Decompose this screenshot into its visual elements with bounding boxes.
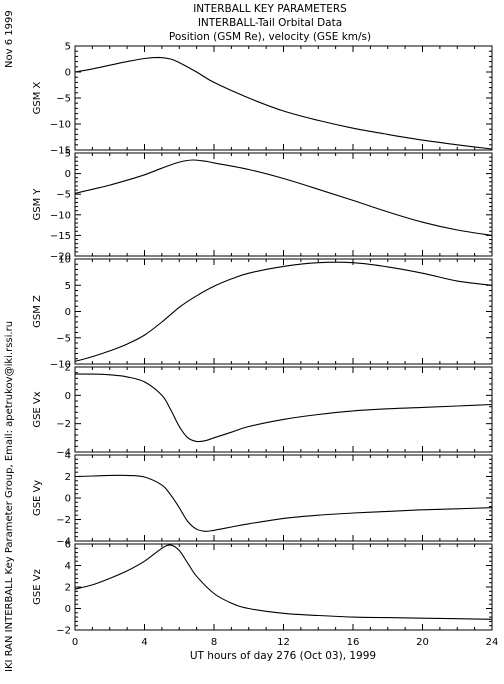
series-line (74, 373, 493, 443)
plot-frame (74, 543, 493, 631)
series-line (74, 544, 493, 620)
y-tick-label: 2 (65, 583, 71, 594)
y-tick-label: −15 (50, 146, 71, 157)
x-tick-label: 16 (347, 637, 360, 648)
y-tick-label: −10 (50, 120, 71, 131)
x-tick-label: 0 (72, 637, 78, 648)
y-tick-label: −10 (50, 360, 71, 371)
series-line (74, 474, 493, 532)
y-tick-label: 0 (65, 307, 71, 318)
x-tick-label: 8 (211, 637, 217, 648)
y-axis-label: GSE Vz (32, 569, 43, 605)
y-tick-label: 4 (65, 561, 71, 572)
y-tick-label: −2 (56, 515, 71, 526)
series-line (74, 56, 493, 150)
y-tick-label: 5 (65, 281, 71, 292)
y-tick-label: 0 (65, 169, 71, 180)
y-tick-label: −2 (56, 419, 71, 430)
series-line (74, 261, 493, 362)
y-tick-label: 10 (58, 255, 71, 266)
y-tick-label: 6 (65, 540, 71, 551)
y-tick-label: −5 (56, 333, 71, 344)
y-tick-label: −15 (50, 231, 71, 242)
title-line-1: INTERBALL KEY PARAMETERS (193, 3, 347, 15)
y-tick-label: −4 (56, 537, 71, 548)
panel-5: 4 2 0 −2 −4 GSE Vy (32, 451, 493, 548)
y-axis-label: GSE Vy (32, 480, 43, 516)
plot-frame (74, 45, 493, 151)
y-tick-label: −20 (50, 252, 71, 263)
y-tick-label: 0 (65, 604, 71, 615)
date-label: Nov 6 1999 (4, 10, 15, 68)
panel-3: 10 5 0 −5 −10 GSM Z (32, 255, 493, 371)
y-axis-label: GSM Z (32, 295, 43, 328)
y-axis-label: GSM Y (32, 188, 43, 221)
x-axis-label: UT hours of day 276 (Oct 03), 1999 (190, 650, 376, 662)
y-tick-label: −2 (56, 626, 71, 637)
y-tick-label: 4 (65, 451, 71, 462)
y-tick-label: −5 (56, 94, 71, 105)
y-tick-label: −5 (56, 190, 71, 201)
series-line (74, 159, 493, 236)
panel-1: 5 0 −5 −10 −15 GSM X (32, 42, 493, 157)
y-tick-label: 0 (65, 494, 71, 505)
y-axis-label: GSM X (32, 81, 43, 114)
plot-frame (74, 152, 493, 257)
panel-2: 5 0 −5 −10 −15 −20 GSM Y (32, 149, 493, 263)
y-tick-label: 2 (65, 363, 71, 374)
title-line-3: Position (GSM Re), velocity (GSE km/s) (169, 31, 371, 43)
credit-label: IKI RAN INTERBALL Key Parameter Group, E… (4, 321, 15, 672)
y-tick-label: 5 (65, 149, 71, 160)
y-axis-label: GSE Vx (32, 391, 43, 427)
x-tick-label: 4 (141, 637, 147, 648)
y-tick-label: 2 (65, 472, 71, 483)
x-tick-label: 20 (416, 637, 429, 648)
x-tick-label: 24 (486, 637, 499, 648)
title-line-2: INTERBALL-Tail Orbital Data (198, 17, 342, 29)
plot-frame (74, 454, 493, 542)
x-tick-label: 12 (277, 637, 290, 648)
y-tick-label: 5 (65, 42, 71, 53)
y-tick-label: −4 (56, 448, 71, 459)
y-tick-label: 0 (65, 68, 71, 79)
y-tick-label: −10 (50, 210, 71, 221)
y-tick-label: 0 (65, 391, 71, 402)
panel-4: 2 0 −2 −4 GSE Vx (32, 363, 493, 459)
